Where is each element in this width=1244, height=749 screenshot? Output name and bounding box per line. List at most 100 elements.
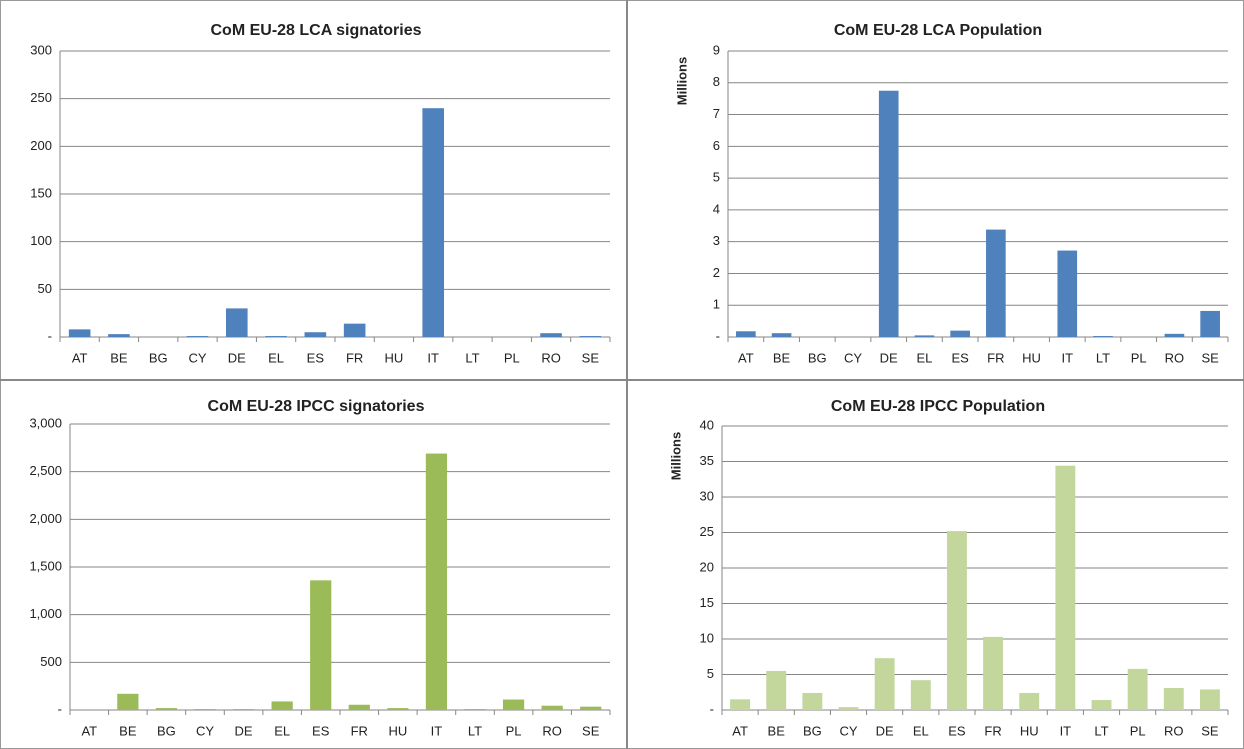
bar xyxy=(878,90,899,337)
bar xyxy=(225,308,248,337)
y-axis-label: Millions xyxy=(668,432,683,480)
x-tick-label: IT xyxy=(1060,723,1072,738)
y-tick-label: 40 xyxy=(700,417,714,432)
x-tick-label: PL xyxy=(504,350,520,365)
x-tick-label: BE xyxy=(119,723,137,738)
y-tick-label: 4 xyxy=(713,201,720,216)
bar xyxy=(730,699,751,710)
y-tick-label: 8 xyxy=(713,74,720,89)
y-tick-label: 5 xyxy=(713,170,720,185)
bar xyxy=(186,336,209,337)
chart-title: CoM EU-28 IPCC Population xyxy=(831,398,1045,415)
bar xyxy=(1019,692,1040,710)
bar xyxy=(580,706,602,710)
y-tick-label: - xyxy=(716,328,720,343)
y-tick-label: 150 xyxy=(30,185,52,200)
x-tick-label: CY xyxy=(196,723,214,738)
y-tick-label: 7 xyxy=(713,106,720,121)
x-tick-label: BG xyxy=(803,723,822,738)
y-tick-label: 20 xyxy=(700,559,714,574)
x-tick-label: ES xyxy=(951,350,969,365)
x-tick-label: DE xyxy=(235,723,253,738)
bar xyxy=(343,323,366,337)
y-tick-label: 5 xyxy=(707,666,714,681)
bar xyxy=(1164,333,1185,337)
bar xyxy=(464,709,486,710)
x-tick-label: FR xyxy=(351,723,368,738)
x-tick-label: IT xyxy=(427,350,439,365)
y-tick-label: 2,500 xyxy=(29,463,62,478)
bar xyxy=(1163,687,1184,710)
y-tick-label: 2 xyxy=(713,265,720,280)
bar xyxy=(304,332,327,337)
x-tick-label: CY xyxy=(839,723,857,738)
bar xyxy=(108,334,130,337)
x-tick-label: SE xyxy=(1201,723,1219,738)
bar xyxy=(194,709,216,710)
x-tick-label: BE xyxy=(768,723,786,738)
x-tick-label: IT xyxy=(1062,350,1074,365)
y-tick-label: 100 xyxy=(30,233,52,248)
x-tick-label: BE xyxy=(110,350,128,365)
x-tick-label: DE xyxy=(228,350,246,365)
y-tick-label: 6 xyxy=(713,138,720,153)
bar xyxy=(874,658,895,710)
bar xyxy=(1127,668,1148,710)
y-tick-label: 200 xyxy=(30,138,52,153)
x-tick-label: HU xyxy=(385,350,404,365)
chart-title: CoM EU-28 LCA Population xyxy=(834,22,1042,39)
x-tick-label: EL xyxy=(916,350,932,365)
x-tick-label: EL xyxy=(274,723,290,738)
y-tick-label: 500 xyxy=(40,654,62,669)
x-tick-label: PL xyxy=(1131,350,1147,365)
y-tick-label: - xyxy=(58,701,62,716)
x-tick-label: BG xyxy=(157,723,176,738)
bar xyxy=(950,330,970,337)
chart-title: CoM EU-28 IPCC signatories xyxy=(208,398,425,415)
bar xyxy=(766,670,787,710)
bar xyxy=(271,701,293,710)
y-tick-label: 2,000 xyxy=(29,511,62,526)
y-tick-label: 50 xyxy=(38,281,52,296)
x-tick-label: FR xyxy=(346,350,363,365)
y-tick-label: 10 xyxy=(700,630,714,645)
y-tick-label: - xyxy=(48,328,52,343)
x-tick-label: RO xyxy=(541,350,561,365)
bar xyxy=(155,708,178,710)
x-tick-label: HU xyxy=(1022,350,1041,365)
bar xyxy=(310,580,332,710)
bar xyxy=(68,329,91,337)
x-tick-label: SE xyxy=(582,350,600,365)
x-tick-label: BG xyxy=(808,350,827,365)
x-tick-label: SE xyxy=(582,723,600,738)
bar xyxy=(425,453,448,710)
bar xyxy=(771,333,792,337)
bar xyxy=(1093,336,1113,337)
bar xyxy=(914,335,935,337)
bar xyxy=(838,707,859,710)
bar xyxy=(1057,250,1078,337)
bar xyxy=(986,229,1006,337)
x-tick-label: EL xyxy=(268,350,284,365)
x-tick-label: RO xyxy=(542,723,562,738)
x-tick-label: PL xyxy=(1130,723,1146,738)
x-tick-label: DE xyxy=(876,723,894,738)
y-tick-label: 9 xyxy=(713,42,720,57)
bar xyxy=(540,333,562,337)
x-tick-label: LT xyxy=(1094,723,1108,738)
bar xyxy=(232,709,255,710)
x-tick-label: ES xyxy=(307,350,325,365)
x-tick-label: AT xyxy=(72,350,88,365)
x-tick-label: LT xyxy=(465,350,479,365)
bar xyxy=(1200,310,1220,337)
y-tick-label: 1,000 xyxy=(29,606,62,621)
x-tick-label: IT xyxy=(431,723,443,738)
bar xyxy=(946,531,967,710)
chart-title: CoM EU-28 LCA signatories xyxy=(211,22,422,39)
x-tick-label: RO xyxy=(1165,350,1185,365)
y-tick-label: 250 xyxy=(30,90,52,105)
x-tick-label: HU xyxy=(1020,723,1039,738)
bar xyxy=(348,704,370,710)
y-tick-label: - xyxy=(710,701,714,716)
